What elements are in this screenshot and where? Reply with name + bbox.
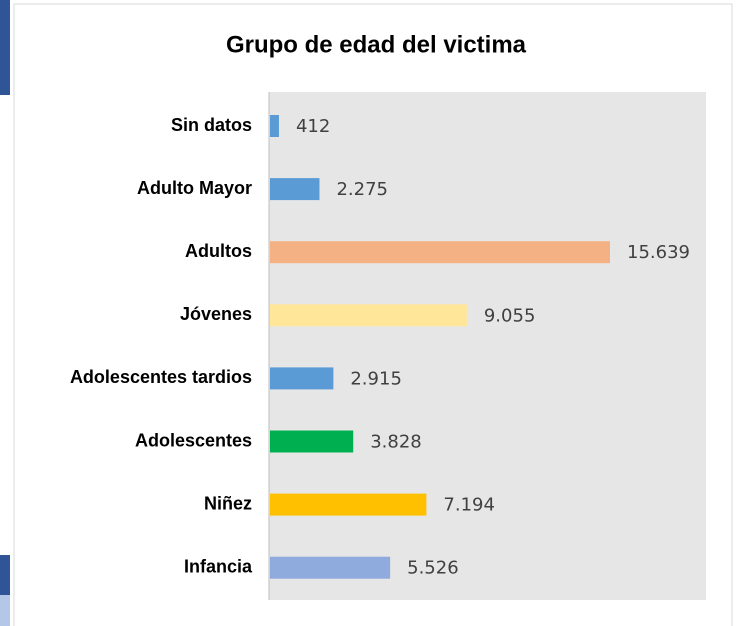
- value-label: 15.639: [627, 242, 690, 263]
- bar: [270, 493, 427, 516]
- category-label: Adulto Mayor: [137, 178, 252, 198]
- bar: [270, 304, 467, 327]
- category-label: Adolescentes: [135, 430, 252, 450]
- value-label: 2.915: [350, 368, 402, 389]
- category-label: Sin datos: [171, 115, 252, 135]
- bar: [270, 115, 279, 137]
- bar: [270, 178, 320, 201]
- value-label: 2.275: [336, 179, 388, 200]
- value-label: 5.526: [407, 558, 459, 579]
- bar: [270, 430, 354, 453]
- value-label: 412: [296, 116, 330, 137]
- category-label: Niñez: [204, 493, 252, 513]
- plot-area: [269, 92, 706, 600]
- category-label: Adolescentes tardios: [70, 367, 252, 387]
- category-label: Infancia: [184, 556, 253, 576]
- bar: [270, 556, 391, 579]
- category-label: Jóvenes: [180, 304, 252, 324]
- side-decoration: [0, 555, 10, 595]
- value-label: 9.055: [484, 305, 536, 326]
- bar: [270, 241, 610, 264]
- category-label: Adultos: [185, 241, 252, 261]
- value-label: 7.194: [443, 495, 495, 516]
- side-decoration: [0, 595, 10, 626]
- side-decoration: [0, 0, 10, 95]
- chart-title: Grupo de edad del victima: [226, 31, 527, 58]
- bar: [270, 367, 334, 390]
- value-label: 3.828: [370, 432, 422, 453]
